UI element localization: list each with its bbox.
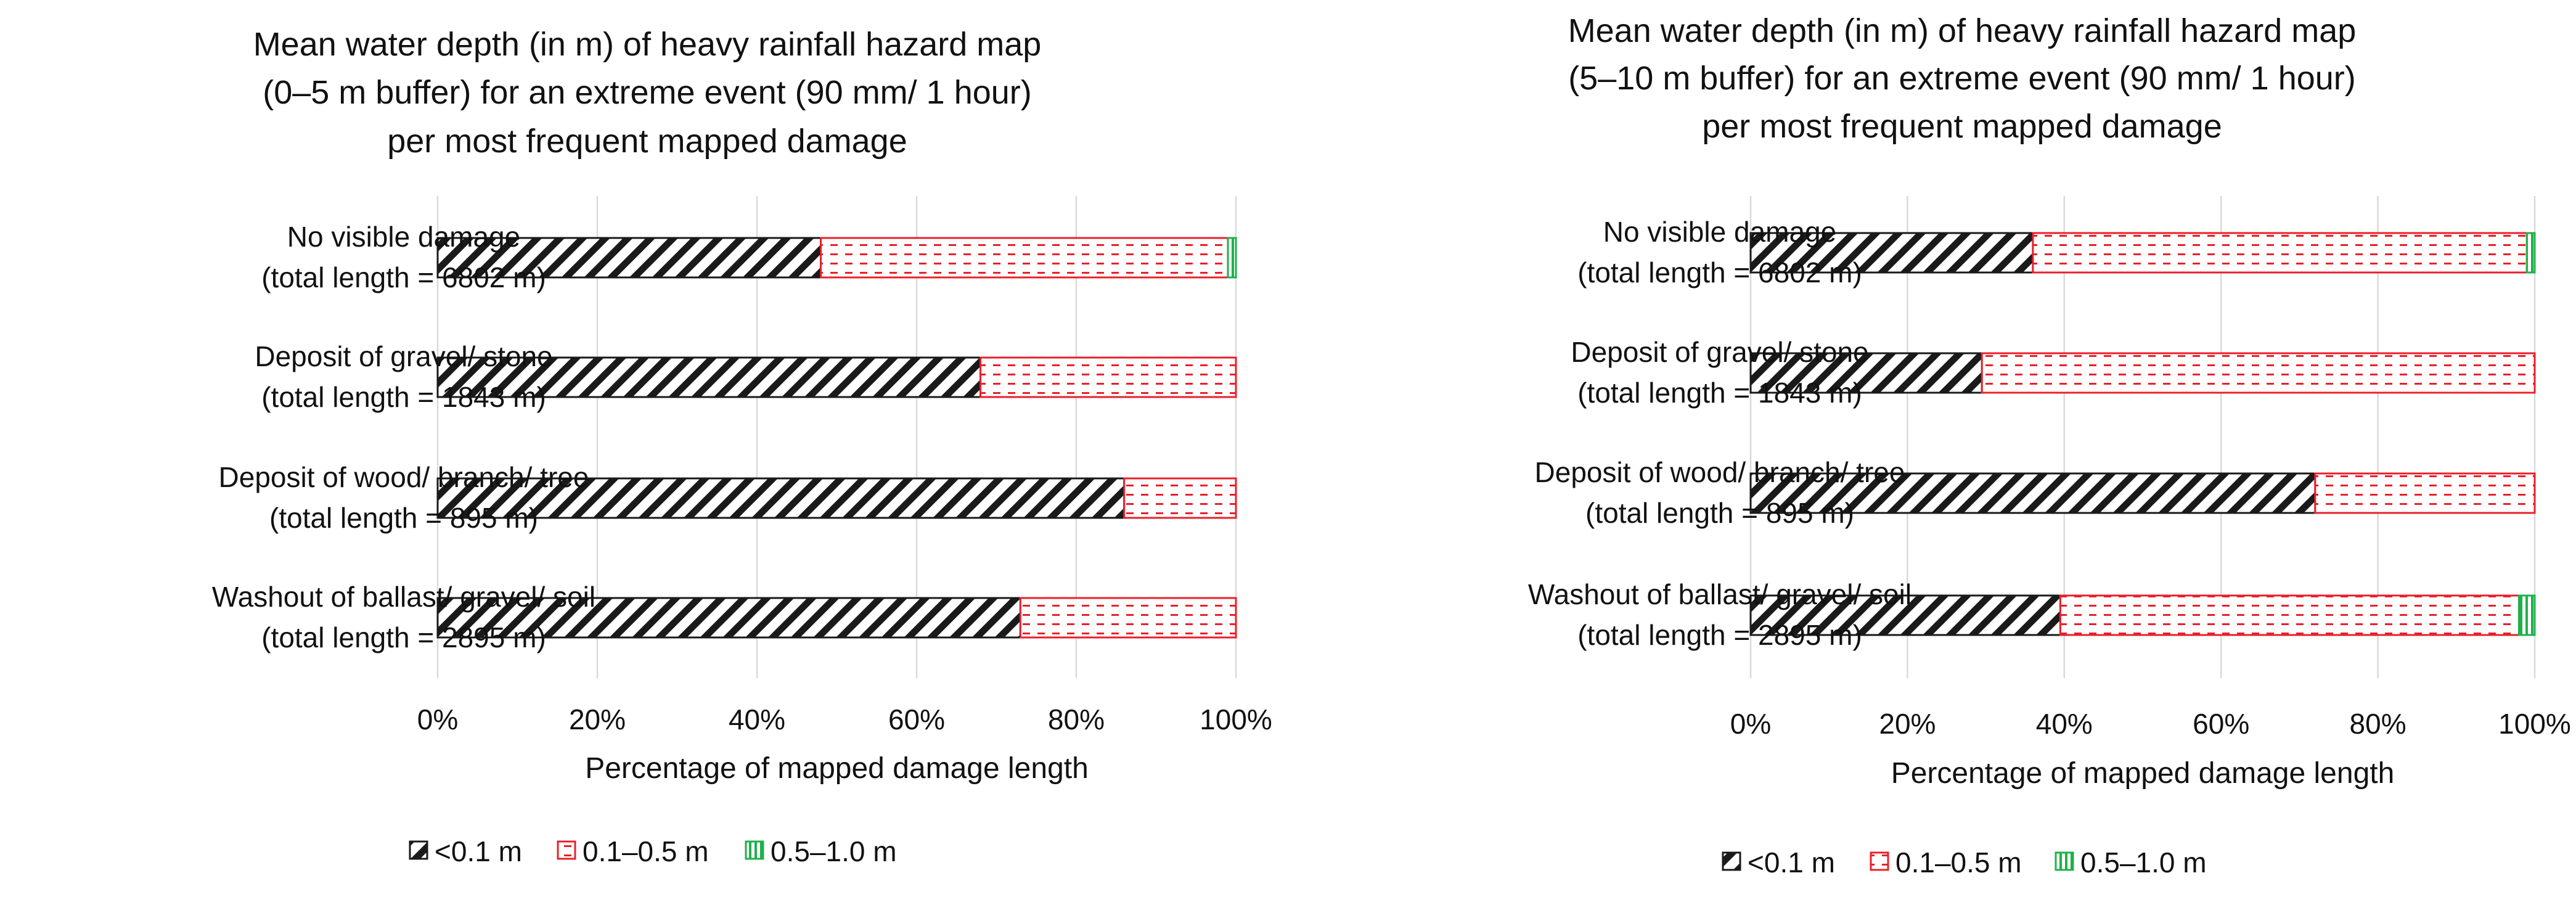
category-total-length: (total length = 2895 m) [1577,619,1862,651]
bar-segment-0-5-1-0m [2525,232,2536,274]
chart-title-line: Mean water depth (in m) of heavy rainfal… [1568,12,2357,49]
legend-swatch [409,840,428,860]
x-tick-label: 60% [888,703,945,735]
bar-segment-lt-0-1m [1749,352,1983,394]
chart-left-svg: Mean water depth (in m) of heavy rainfal… [212,26,1272,867]
category-label: Deposit of wood/ branch/ tree [219,461,589,493]
x-tick-label: 80% [1048,703,1105,735]
category-label: Deposit of wood/ branch/ tree [1535,456,1905,488]
category-label: Washout of ballast/ gravel/ soil [1528,578,1912,610]
legend-label: <0.1 m [1748,846,1835,879]
bar-segment-0-5-1-0m [1227,237,1237,279]
chart-left: Mean water depth (in m) of heavy rainfal… [212,26,1272,867]
x-axis-label: Percentage of mapped damage length [585,752,1089,785]
bars [436,237,1237,639]
category-label: Washout of ballast/ gravel/ soil [212,581,595,613]
category-total-length: (total length = 1843 m) [1577,377,1862,409]
bar-segment-0-1-0-5m [1123,477,1237,519]
legend-swatch [1870,851,1889,871]
chart-title-line: (5–10 m buffer) for an extreme event (90… [1568,60,2356,97]
chart-title-line: per most frequent mapped damage [1702,108,2222,145]
legend-label: <0.1 m [435,835,522,867]
legend-label: 0.1–0.5 m [1895,846,2022,879]
legend-label: 0.5–1.0 m [2080,846,2207,879]
chart-title-line: (0–5 m buffer) for an extreme event (90 … [263,74,1032,111]
category-total-length: (total length = 2895 m) [261,621,546,653]
category-total-length: (total length = 6802 m) [261,261,546,293]
category-label: Deposit of gravel/ stone [1571,336,1868,368]
bar-segment-0-1-0-5m [2059,594,2521,636]
x-tick-label: 100% [2498,708,2571,740]
bar-segment-0-1-0-5m [2314,472,2536,514]
chart-right-svg: Mean water depth (in m) of heavy rainfal… [1528,12,2571,879]
bar-segment-lt-0-1m [436,597,1021,639]
bar-segment-lt-0-1m [1749,472,2316,514]
x-tick-label: 80% [2350,708,2406,740]
bar-segment-0-1-0-5m [979,356,1237,398]
bar-segment-lt-0-1m [436,237,822,279]
x-tick-label: 60% [2193,708,2249,740]
legend-swatch [557,840,576,860]
category-total-length: (total length = 895 m) [269,502,538,534]
legend-label: 0.1–0.5 m [583,835,709,867]
legend-swatch [1722,851,1741,871]
legend: <0.1 m 0.1–0.5 m 0.5–1.0 m [1722,846,2207,879]
legend-swatch [745,840,764,860]
legend-label: 0.5–1.0 m [771,835,897,867]
x-tick-label: 40% [729,703,785,735]
category-label: No visible damage [287,221,520,253]
x-axis-label: Percentage of mapped damage length [1891,757,2395,790]
category-label: No visible damage [1603,216,1836,248]
chart-right: Mean water depth (in m) of heavy rainfal… [1288,0,2576,897]
category-total-length: (total length = 895 m) [1585,497,1854,529]
bars [1749,232,2536,636]
legend: <0.1 m 0.1–0.5 m 0.5–1.0 m [409,835,897,867]
bar-segment-0-1-0-5m [1019,597,1237,639]
chart-title-line: Mean water depth (in m) of heavy rainfal… [253,26,1042,63]
x-tick-label: 20% [1879,708,1936,740]
category-total-length: (total length = 6802 m) [1577,256,1862,289]
legend-swatch [2055,851,2074,871]
chart-title-line: per most frequent mapped damage [387,123,907,160]
bar-segment-lt-0-1m [1749,232,2034,274]
category-label: Deposit of gravel/ stone [255,340,552,372]
x-tick-label: 0% [417,703,458,735]
bar-segment-0-1-0-5m [820,237,1229,279]
bar-segment-0-1-0-5m [1981,352,2536,394]
x-tick-label: 0% [1730,708,1771,740]
bar-segment-0-5-1-0m [2518,594,2536,636]
x-tick-label: 100% [1200,703,1272,735]
x-tick-label: 40% [2036,708,2093,740]
bar-segment-0-1-0-5m [2032,232,2528,274]
category-total-length: (total length = 1843 m) [261,381,546,413]
x-tick-label: 20% [569,703,626,735]
